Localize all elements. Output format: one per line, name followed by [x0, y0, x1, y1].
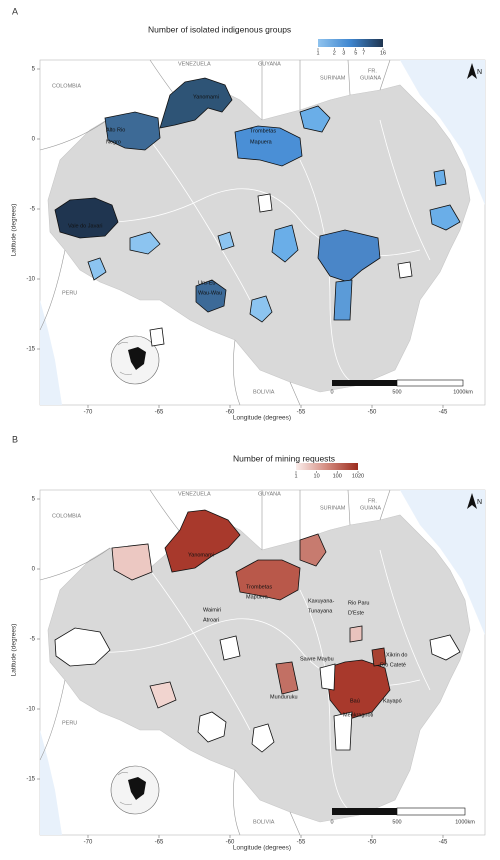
territory-label: Baú: [350, 698, 360, 704]
legend-tick-label: 10: [314, 473, 320, 479]
labels: A Number of isolated indigenous groups 1 2 3…: [11, 6, 482, 851]
territory-label: Vale do Javari: [68, 223, 102, 229]
scale-label: 500: [392, 389, 401, 395]
x-tick-label: -70: [84, 410, 93, 416]
legend-title: Number of mining requests: [233, 453, 335, 463]
territory-label: Atroari: [203, 617, 219, 623]
territory-label: Trombetas: [250, 128, 276, 134]
legend-title: Number of isolated indigenous groups: [148, 24, 291, 34]
legend-tick-label: 2: [333, 50, 336, 56]
legend-tick-label: 16: [380, 50, 386, 56]
y-axis-title: Latitude (degrees): [11, 624, 18, 677]
territory-label: Yanomami: [188, 552, 214, 558]
y-tick-label: -15: [26, 347, 35, 353]
y-tick-label: -10: [26, 707, 35, 713]
x-axis-title: Longitude (degrees): [233, 415, 291, 422]
country-label: COLOMBIA: [52, 513, 81, 519]
y-tick-label: 0: [32, 137, 36, 143]
legend-tick-label: 7: [362, 50, 365, 56]
territory-label: Xikrin do: [386, 652, 407, 658]
scale-label: 1000km: [455, 819, 475, 825]
territory-label: Mapuera: [250, 139, 273, 145]
territory-label: Trombetas: [246, 584, 272, 590]
legend-colorbar: [318, 39, 383, 47]
scale-label: 500: [392, 819, 401, 825]
territory-label: Negro: [106, 139, 121, 145]
legend-tick-label: 3: [342, 50, 345, 56]
panel-b: [39, 463, 486, 836]
territory-label: Rio Cateté: [380, 662, 406, 668]
y-tick-label: -15: [26, 777, 35, 783]
territory-label: D'Este: [348, 610, 364, 616]
north-label: N: [477, 69, 482, 76]
territory-label: Tunayana: [308, 608, 333, 614]
country-label: PERU: [62, 290, 77, 296]
x-axis-title: Longitude (degrees): [233, 845, 291, 852]
legend-tick-label: 1020: [352, 473, 364, 479]
x-tick-label: -50: [368, 410, 377, 416]
panel-label: B: [12, 434, 18, 444]
country-label: GUYANA: [258, 61, 281, 67]
x-tick-label: -60: [226, 410, 235, 416]
country-label: COLOMBIA: [52, 83, 81, 89]
territory-label: Rio Paru: [348, 600, 369, 606]
country-label: PERU: [62, 720, 77, 726]
x-tick-label: -55: [297, 410, 306, 416]
x-tick-label: -45: [439, 840, 448, 846]
legend-tick-label: 1: [316, 50, 319, 56]
x-tick-label: -55: [297, 840, 306, 846]
scale-label: 1000km: [453, 389, 473, 395]
y-tick-label: -10: [26, 277, 35, 283]
territory-label: Yanomami: [193, 94, 219, 100]
scale-label: 0: [330, 819, 333, 825]
territory-label: Alto Rio: [106, 127, 125, 133]
y-tick-label: 5: [32, 67, 36, 73]
country-label: FR.: [368, 68, 377, 74]
legend-tick-label: 100: [333, 473, 342, 479]
x-tick-label: -65: [155, 840, 164, 846]
base-map: [39, 489, 486, 836]
north-label: N: [477, 499, 482, 506]
country-label: BOLIVIA: [253, 389, 275, 395]
territory-label: Sawre Maybu: [300, 656, 334, 662]
territory-label: Uru-Eu-: [198, 280, 217, 286]
legend-tick-label: 5: [354, 50, 357, 56]
country-label: SURINAM: [320, 505, 346, 511]
country-label: GUIANA: [360, 505, 381, 511]
territory-label: Wau-Wau: [198, 290, 222, 296]
scale-bar: [332, 807, 466, 816]
x-tick-label: -70: [84, 840, 93, 846]
scale-bar: [332, 379, 464, 387]
territory-label: Kaxuyana-: [308, 598, 334, 604]
y-tick-label: 5: [32, 497, 36, 503]
y-axis-title: Latitude (degrees): [11, 204, 18, 257]
territory-label: Kayapó: [383, 698, 402, 704]
country-label: BOLIVIA: [253, 819, 275, 825]
legend-colorbar: [296, 463, 358, 470]
country-label: GUYANA: [258, 491, 281, 497]
x-tick-label: -45: [439, 410, 448, 416]
territory-label: Munduruku: [270, 694, 298, 700]
legend-tick-label: 1: [294, 473, 297, 479]
territory-label: Mapuera: [246, 594, 269, 600]
panel-label: A: [12, 6, 18, 16]
panel-a: [39, 39, 486, 406]
territory-label: Waimiri: [203, 607, 221, 613]
territories: [54, 77, 461, 347]
country-label: FR.: [368, 498, 377, 504]
territories: [54, 509, 461, 753]
territory-label: Menkragnoti: [343, 712, 373, 718]
country-label: VENEZUELA: [178, 491, 211, 497]
country-label: SURINAM: [320, 75, 346, 81]
x-tick-label: -65: [155, 410, 164, 416]
scale-label: 0: [330, 389, 333, 395]
country-label: GUIANA: [360, 75, 381, 81]
x-tick-label: -50: [368, 840, 377, 846]
x-tick-label: -60: [226, 840, 235, 846]
country-label: VENEZUELA: [178, 61, 211, 67]
y-tick-label: -5: [30, 207, 36, 213]
y-tick-label: -5: [30, 637, 36, 643]
y-tick-label: 0: [32, 567, 36, 573]
